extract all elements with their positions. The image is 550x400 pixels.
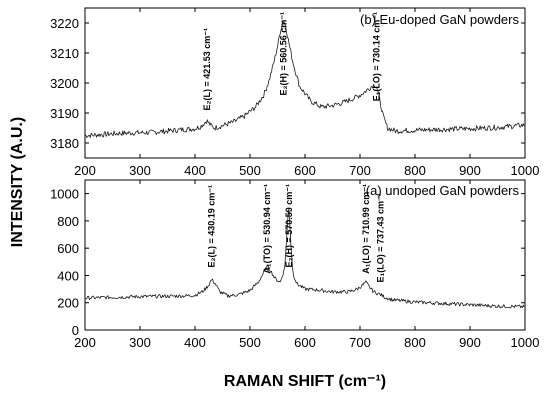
- peak-label: A₁(LO) = 710.99 cm⁻¹: [361, 184, 371, 274]
- x-tick-label: 900: [459, 163, 481, 178]
- x-tick-label: 400: [184, 335, 206, 350]
- x-tick-label: 300: [129, 163, 151, 178]
- bottom-panel-frame: [84, 179, 526, 331]
- y-tick-label: 3190: [50, 106, 79, 121]
- peak-label: E₁(LO) = 737.43 cm⁻¹: [376, 193, 386, 282]
- x-tick-label: 600: [294, 163, 316, 178]
- y-axis-title: INTENSITY (A.U.): [9, 117, 26, 247]
- x-tick-label: 700: [349, 335, 371, 350]
- top-panel-label: (b) Eu-doped GaN powders: [360, 12, 519, 27]
- y-tick-label: 800: [57, 214, 79, 229]
- peak-label: A₁(TO) = 530.94 cm⁻¹: [262, 184, 272, 274]
- x-tick-label: 800: [404, 163, 426, 178]
- peak-label: E₁(LO) = 730.14 cm⁻¹: [372, 12, 382, 101]
- x-tick-label: 200: [74, 335, 96, 350]
- x-tick-label: 200: [74, 163, 96, 178]
- x-tick-label: 900: [459, 335, 481, 350]
- peak-label: E₂(L) = 430.19 cm⁻¹: [207, 185, 217, 268]
- x-tick-label: 800: [404, 335, 426, 350]
- y-tick-label: 400: [57, 268, 79, 283]
- y-tick-label: 3180: [50, 136, 79, 151]
- x-tick-label: 300: [129, 335, 151, 350]
- peak-label: E₂(L) = 421.53 cm⁻¹: [202, 28, 212, 111]
- y-tick-label: 3220: [50, 16, 79, 31]
- x-tick-label: 500: [239, 163, 261, 178]
- top-panel-eu-doped: (b) Eu-doped GaN powders 200 300 400 500 600…: [50, 7, 540, 178]
- x-tick-label: 400: [184, 163, 206, 178]
- x-tick-label: 1000: [511, 335, 540, 350]
- y-tick-label: 600: [57, 241, 79, 256]
- bottom-panel-undoped: (a) undoped GaN powders 200 300 400 500 600 7…: [50, 179, 540, 350]
- x-tick-label: 600: [294, 335, 316, 350]
- peak-label: E₂(H) = 560.56 cm⁻¹: [278, 12, 288, 96]
- top-spectrum-line: [84, 21, 525, 138]
- peak-label: E₂(H) = 570.59 cm⁻¹: [284, 184, 294, 268]
- top-panel-frame: [84, 7, 526, 159]
- y-tick-label: 3200: [50, 76, 79, 91]
- bottom-spectrum-line: [84, 210, 525, 309]
- x-axis-title: RAMAN SHIFT (cm⁻¹): [224, 373, 386, 390]
- bottom-panel-label: (a) undoped GaN powders: [366, 183, 520, 198]
- x-tick-label: 700: [349, 163, 371, 178]
- x-tick-label: 1000: [511, 163, 540, 178]
- y-tick-label: 200: [57, 296, 79, 311]
- x-tick-label: 500: [239, 335, 261, 350]
- y-tick-label: 1000: [50, 187, 79, 202]
- y-tick-label: 3210: [50, 46, 79, 61]
- y-tick-label: 0: [72, 323, 79, 338]
